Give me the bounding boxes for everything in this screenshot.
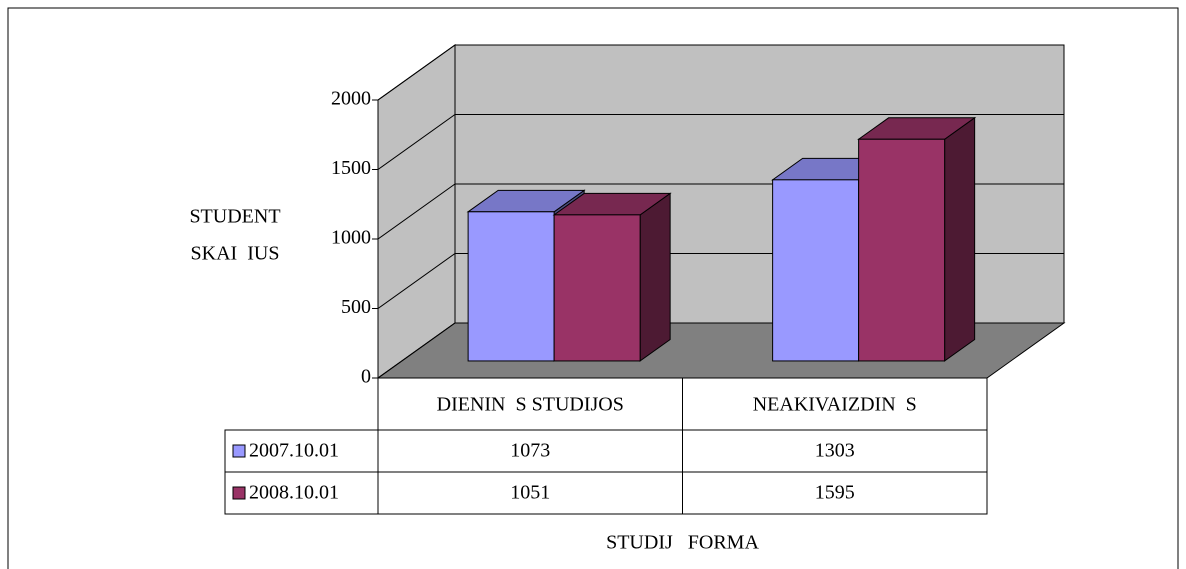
table-value: 1073 <box>510 440 550 462</box>
bar-front <box>858 138 946 362</box>
bar-side <box>944 116 976 362</box>
y-axis-label: SKAI IUS <box>191 243 280 265</box>
bar <box>552 192 672 362</box>
grid-line <box>377 44 1064 101</box>
x-tick-label: DIENIN S STUDIJOS <box>437 394 624 416</box>
y-tick-label: 1000 <box>331 227 371 249</box>
bar-front <box>772 179 860 362</box>
grid-line <box>377 114 1064 170</box>
table-value: 1595 <box>815 482 855 504</box>
legend-swatch <box>232 486 246 500</box>
y-axis-label: STUDENT <box>189 206 280 228</box>
table-cell <box>682 471 988 515</box>
x-tick-label: NEAKIVAIZDIN S <box>753 394 917 416</box>
bar-front <box>553 214 641 362</box>
table-value: 1051 <box>510 482 550 504</box>
y-tick-label: 500 <box>341 296 371 318</box>
y-tick-label: 2000 <box>331 88 371 110</box>
x-axis-label: STUDIJ FORMA <box>606 532 759 554</box>
bar-front <box>467 211 555 362</box>
legend-label: 2007.10.01 <box>249 440 339 462</box>
y-tick-label: 1500 <box>331 157 371 179</box>
bar <box>857 116 977 362</box>
bar-side <box>639 192 671 362</box>
y-tick-label: 0 <box>361 366 371 388</box>
legend-swatch <box>232 444 246 458</box>
legend-label: 2008.10.01 <box>249 482 339 504</box>
table-value: 1303 <box>815 440 855 462</box>
